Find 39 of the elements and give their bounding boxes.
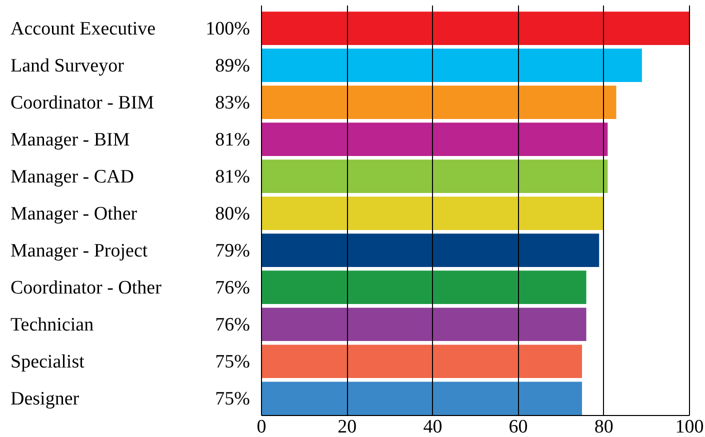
y-tick-label: Specialist: [10, 351, 86, 372]
y-tick-label: Land Surveyor: [10, 55, 125, 76]
bar: [261, 86, 616, 119]
bar: [261, 344, 582, 378]
x-tick-label: 80: [594, 416, 614, 437]
data-label: 79%: [215, 240, 250, 262]
data-label: 76%: [215, 277, 250, 298]
bar: [261, 122, 608, 156]
bar: [261, 234, 600, 267]
y-tick-label: Coordinator - Other: [10, 277, 162, 298]
y-tick-label: Account Executive: [10, 18, 156, 40]
data-label: 81%: [215, 129, 250, 150]
bar: [261, 160, 608, 193]
bar: [261, 48, 642, 82]
y-tick-label: Designer: [10, 388, 80, 410]
data-label: 100%: [206, 18, 250, 40]
x-tick-label: 0: [256, 416, 266, 437]
y-tick-label: Coordinator - BIM: [10, 92, 154, 114]
data-label: 83%: [215, 92, 250, 114]
data-label: 75%: [215, 388, 250, 410]
x-tick-label: 40: [423, 416, 442, 437]
bar: [261, 12, 689, 45]
bar: [261, 382, 582, 415]
bar: [261, 196, 604, 230]
data-label: 75%: [215, 351, 250, 372]
y-tick-label: Manager - CAD: [10, 166, 134, 188]
x-tick-label: 60: [508, 416, 528, 437]
data-label: 89%: [215, 55, 250, 76]
y-tick-label: Manager - Project: [10, 240, 148, 262]
y-tick-label: Manager - Other: [10, 203, 138, 224]
data-label: 80%: [215, 203, 250, 224]
y-tick-label: Manager - BIM: [10, 129, 130, 150]
x-tick-label: 20: [338, 416, 357, 437]
bar: [261, 308, 586, 341]
x-tick-label: 100: [675, 416, 704, 437]
y-tick-label: Technician: [10, 314, 94, 336]
data-label: 81%: [215, 166, 250, 188]
data-label: 76%: [215, 314, 250, 336]
bar: [261, 270, 586, 304]
